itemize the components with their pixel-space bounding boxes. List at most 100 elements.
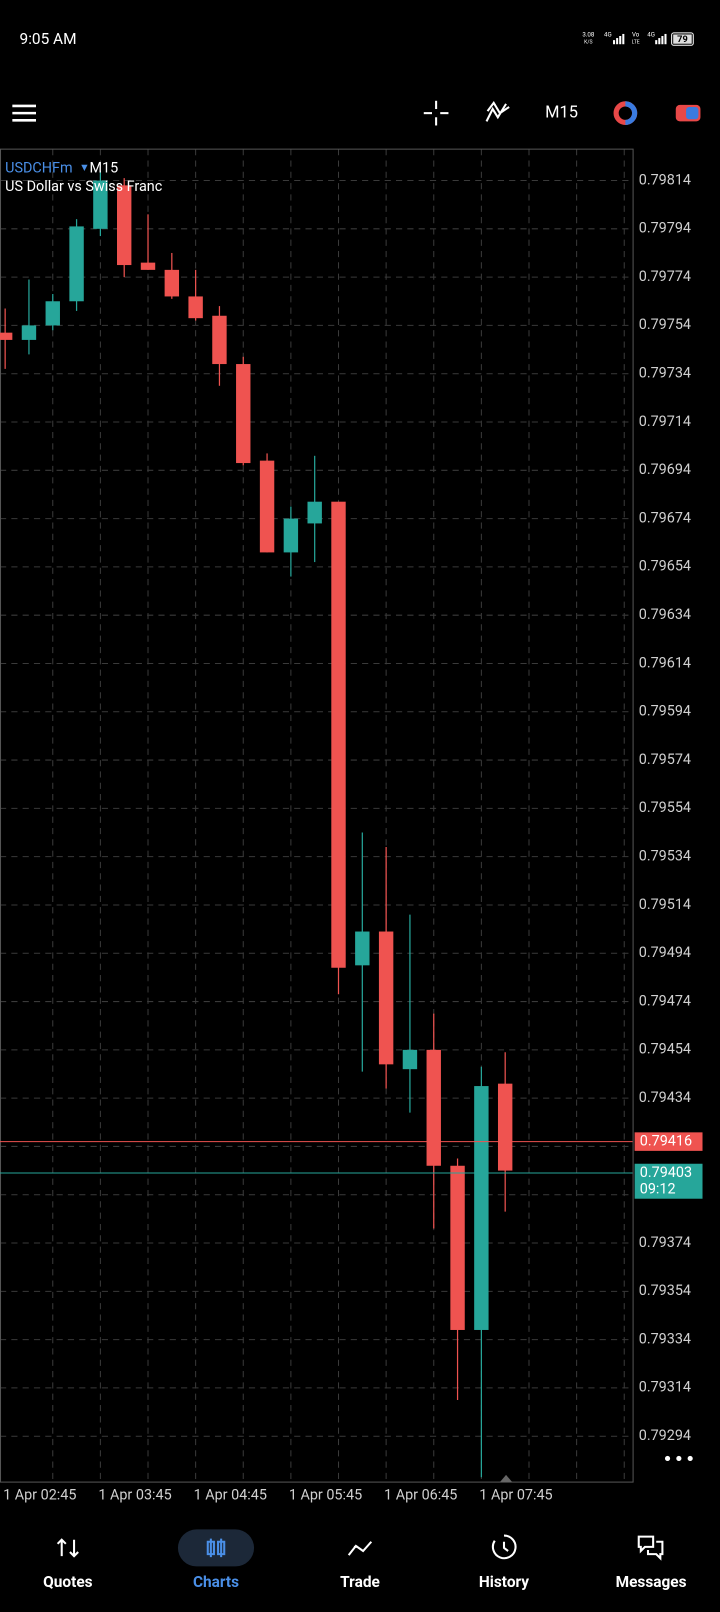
- price-label: 0.79416: [640, 1132, 692, 1149]
- y-tick-label: 0.79654: [639, 558, 691, 575]
- y-tick-label: 0.79454: [639, 1041, 691, 1058]
- status-volte: LTE: [632, 40, 640, 46]
- y-tick-label: 0.79294: [639, 1427, 691, 1444]
- candle-body: [307, 501, 322, 524]
- nav-active-pill: [177, 1529, 255, 1567]
- indicators-button[interactable]: [485, 101, 510, 122]
- y-tick-label: 0.79314: [639, 1379, 691, 1396]
- x-tick-label: 1 Apr 04:45: [194, 1486, 267, 1503]
- y-tick-label: 0.79614: [639, 654, 691, 671]
- scroll-marker: [499, 1474, 513, 1483]
- price-countdown: 09:12: [640, 1180, 676, 1197]
- status-network: 4G: [647, 31, 655, 39]
- candle-body: [21, 325, 37, 340]
- status-time: 9:05 AM: [20, 30, 77, 48]
- x-tick-label: 1 Apr 06:45: [384, 1486, 457, 1503]
- chart-timeframe: M15: [89, 159, 118, 176]
- status-speed-unit: K/S: [584, 40, 592, 46]
- y-tick-label: 0.79774: [639, 268, 691, 285]
- symbol-arrow: ▼: [81, 163, 88, 173]
- nav-icon-path: [347, 1541, 373, 1556]
- y-tick-label: 0.79714: [639, 413, 691, 430]
- nav-icon: [347, 1541, 373, 1556]
- x-tick-label: 1 Apr 07:45: [479, 1486, 552, 1503]
- y-tick-label: 0.79574: [639, 751, 691, 768]
- signal-icon: [655, 33, 667, 45]
- nav-label[interactable]: Messages: [616, 1573, 687, 1591]
- candle-body: [355, 931, 370, 966]
- y-tick-label: 0.79474: [639, 992, 691, 1009]
- price-label-box: [634, 1132, 703, 1151]
- candle-body: [402, 1049, 418, 1070]
- objects-button[interactable]: [613, 101, 638, 125]
- chart-symbol: USDCHFm: [5, 159, 72, 176]
- y-tick-label: 0.79494: [639, 944, 691, 961]
- candle-body: [259, 460, 275, 553]
- plot-frame: [0, 148, 634, 1483]
- y-tick-label: 0.79814: [639, 171, 691, 188]
- nav-icon: [56, 1538, 79, 1558]
- candle-body: [331, 501, 346, 968]
- candle-body: [117, 185, 132, 266]
- more-button[interactable]: [664, 1455, 693, 1462]
- status-speed: 3.08: [582, 31, 595, 39]
- battery-text: 79: [677, 34, 688, 45]
- candle-body: [45, 301, 60, 326]
- x-tick-label: 1 Apr 02:45: [3, 1486, 76, 1503]
- y-tick-label: 0.79634: [639, 606, 691, 623]
- bottom-nav: Quotes Charts Trade History Messages: [43, 1529, 687, 1591]
- candle-body: [212, 315, 227, 365]
- candle-body: [69, 226, 84, 302]
- status-volte: Vo: [632, 31, 640, 39]
- y-tick-label: 0.79374: [639, 1234, 691, 1251]
- y-tick-label: 0.79794: [639, 220, 691, 237]
- y-tick-label: 0.79694: [639, 461, 691, 478]
- nav-icon: [637, 1535, 664, 1561]
- x-tick-label: 1 Apr 05:45: [289, 1486, 362, 1503]
- candle-body: [188, 296, 203, 319]
- price-label-box: [634, 1163, 703, 1199]
- y-tick-label: 0.79674: [639, 509, 691, 526]
- y-tick-label: 0.79554: [639, 799, 691, 816]
- price-label: 0.79403: [640, 1164, 692, 1181]
- candle-body: [497, 1083, 513, 1171]
- signal-icon: [613, 33, 625, 45]
- candle-body: [140, 262, 156, 270]
- battery-level: [673, 34, 692, 44]
- crosshair-button[interactable]: [423, 100, 449, 126]
- y-tick-label: 0.79514: [639, 896, 691, 913]
- candle-body: [378, 931, 394, 1065]
- nav-icon: [491, 1534, 517, 1560]
- status-network: 4G: [604, 31, 612, 39]
- timeframe-button[interactable]: M15: [545, 103, 578, 122]
- battery-icon: [671, 32, 694, 46]
- y-tick-label: 0.79534: [639, 847, 691, 864]
- y-tick-label: 0.79334: [639, 1330, 691, 1347]
- nav-label[interactable]: History: [479, 1573, 529, 1591]
- nav-icon: [206, 1538, 226, 1558]
- candle-body: [474, 1086, 489, 1330]
- nav-icon-path: [637, 1535, 664, 1561]
- y-tick-label: 0.79434: [639, 1089, 691, 1106]
- menu-button[interactable]: [12, 104, 36, 122]
- nav-label[interactable]: Quotes: [43, 1573, 92, 1591]
- chart: 0.79814 0.79794 0.79774 0.79754 0.79734 0.797…: [0, 148, 703, 1503]
- candle-body: [0, 332, 13, 340]
- candle-body: [450, 1165, 465, 1330]
- nav-label[interactable]: Trade: [340, 1573, 380, 1591]
- candle-body: [426, 1049, 441, 1166]
- candle-body: [236, 364, 251, 464]
- y-tick-label: 0.79734: [639, 365, 691, 382]
- nav-icon-path: [56, 1538, 79, 1558]
- chart-subtitle: US Dollar vs Swiss Franc: [5, 178, 163, 195]
- nav-icon-path: [491, 1534, 517, 1560]
- nav-label[interactable]: Charts: [193, 1573, 239, 1591]
- candle-body: [93, 180, 108, 229]
- nav-icon-path: [206, 1538, 226, 1558]
- trade-button[interactable]: [675, 104, 701, 122]
- candle-body: [164, 269, 180, 297]
- y-tick-label: 0.79754: [639, 316, 691, 333]
